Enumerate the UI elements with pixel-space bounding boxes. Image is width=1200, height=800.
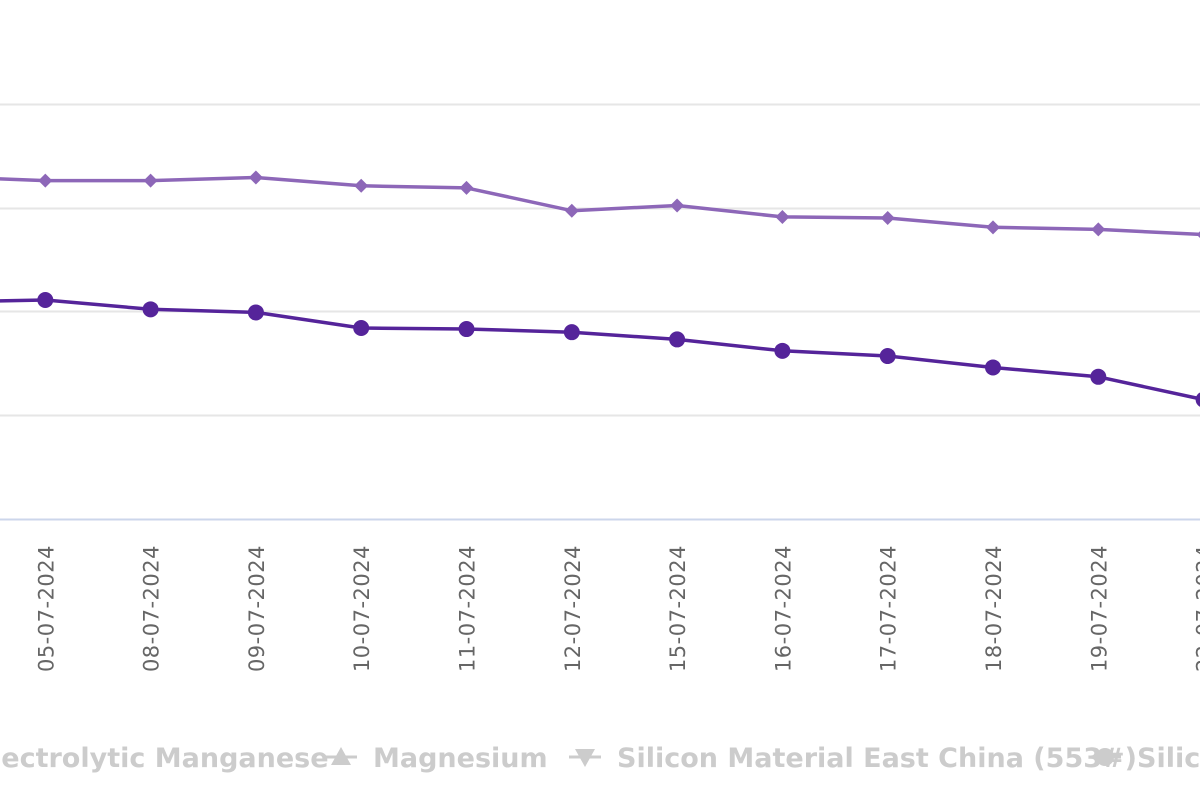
- data-point-18-07-2024[interactable]: [986, 220, 1000, 235]
- data-point-18-07-2024[interactable]: [985, 359, 1001, 376]
- data-point-08-07-2024[interactable]: [143, 173, 158, 188]
- triangle-icon: [331, 747, 351, 765]
- data-point-11-07-2024[interactable]: [458, 321, 475, 338]
- data-point-10-07-2024[interactable]: [354, 178, 369, 193]
- x-tick-label: 22-07-2024: [1193, 545, 1200, 672]
- legend-item[interactable]: Silico: [1089, 743, 1200, 774]
- data-point-09-07-2024[interactable]: [247, 304, 264, 321]
- data-point-16-07-2024[interactable]: [774, 342, 791, 359]
- data-point-16-07-2024[interactable]: [775, 209, 790, 224]
- triangle-down-icon: [575, 749, 595, 767]
- data-point-17-07-2024[interactable]: [879, 348, 896, 365]
- x-tick-label: 05-07-2024: [34, 545, 58, 672]
- series-2: [0, 291, 1200, 408]
- data-point-10-07-2024[interactable]: [353, 320, 370, 337]
- data-point-22-07-2024[interactable]: [1195, 392, 1200, 408]
- data-point-15-07-2024[interactable]: [669, 331, 686, 348]
- x-tick-label: 17-07-2024: [877, 545, 901, 672]
- legend-item[interactable]: Silicon Material East China (553#): [569, 743, 1137, 774]
- series-1: [0, 170, 1200, 242]
- data-point-19-07-2024[interactable]: [1090, 368, 1107, 385]
- data-point-22-07-2024[interactable]: [1196, 228, 1200, 242]
- data-point-15-07-2024[interactable]: [670, 198, 685, 213]
- data-point-11-07-2024[interactable]: [459, 180, 474, 195]
- data-point-05-07-2024[interactable]: [38, 173, 53, 188]
- legend[interactable]: lectrolytic Manganese Magnesium Silicon Ma…: [0, 743, 1200, 774]
- data-point-17-07-2024[interactable]: [880, 210, 895, 225]
- legend-item[interactable]: Magnesium: [325, 743, 548, 774]
- x-tick-label: 11-07-2024: [456, 545, 480, 672]
- x-tick-label: 12-07-2024: [561, 545, 585, 672]
- x-tick-label: 16-07-2024: [771, 545, 795, 672]
- series-line: [0, 298, 1200, 401]
- data-point-12-07-2024[interactable]: [563, 324, 580, 341]
- legend-label: Magnesium: [373, 743, 548, 774]
- data-point-09-07-2024[interactable]: [248, 170, 263, 185]
- legend-label: lectrolytic Manganese: [0, 743, 329, 774]
- series-group: [0, 170, 1200, 408]
- x-axis-tick-labels: 04-07-202405-07-202408-07-202409-07-2024…: [34, 545, 1200, 672]
- data-point-08-07-2024[interactable]: [142, 301, 159, 318]
- series-line: [0, 175, 1200, 237]
- gridlines: [0, 103, 1200, 521]
- legend-item[interactable]: lectrolytic Manganese: [0, 743, 329, 774]
- x-tick-label: 19-07-2024: [1087, 545, 1111, 672]
- data-point-05-07-2024[interactable]: [37, 291, 54, 308]
- x-tick-label: 09-07-2024: [245, 545, 269, 672]
- circle-icon: [1096, 748, 1114, 766]
- x-tick-label: 15-07-2024: [666, 545, 690, 672]
- x-tick-label: 08-07-2024: [140, 545, 164, 672]
- data-point-12-07-2024[interactable]: [564, 203, 579, 218]
- legend-label: Silico: [1137, 743, 1200, 774]
- x-tick-label: 10-07-2024: [350, 545, 374, 672]
- data-point-19-07-2024[interactable]: [1091, 222, 1106, 237]
- x-tick-label: 18-07-2024: [982, 545, 1006, 672]
- legend-label: Silicon Material East China (553#): [617, 743, 1137, 774]
